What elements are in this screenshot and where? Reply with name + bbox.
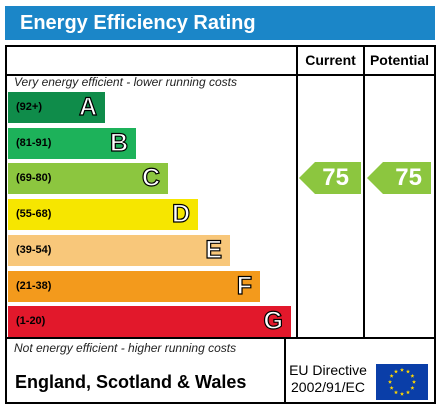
current-rating-value: 75	[322, 164, 349, 191]
potential-arrow-shape	[367, 162, 431, 194]
band-range-label: (21-38)	[16, 280, 52, 292]
eu-star-icon	[405, 369, 411, 374]
eu-star-icon	[399, 367, 405, 372]
eu-star-icon	[393, 369, 399, 374]
band-g: (1-20) G	[8, 306, 291, 337]
header-divider	[7, 74, 434, 76]
band-range-label: (1-20)	[16, 315, 46, 327]
page-title: Energy Efficiency Rating	[20, 12, 256, 34]
eu-star-icon	[405, 390, 411, 395]
band-letter: E	[205, 235, 223, 264]
bottom-note: Not energy efficient - higher running co…	[14, 341, 237, 355]
current-header: Current	[305, 52, 356, 68]
divider-footer	[284, 337, 286, 402]
divider-potential	[363, 47, 365, 337]
band-f: (21-38) F	[8, 271, 260, 302]
eu-star-icon	[389, 373, 394, 378]
eu-star-icon	[410, 373, 415, 378]
band-c: (69-80) C	[8, 163, 168, 194]
eu-flag-icon	[376, 364, 428, 400]
current-rating-arrow	[299, 162, 361, 194]
eu-star-icon	[389, 385, 394, 390]
top-note: Very energy efficient - lower running co…	[14, 75, 237, 89]
band-a: (92+) A	[8, 92, 105, 123]
eu-star-icon	[393, 390, 399, 395]
band-range-label: (55-68)	[16, 208, 52, 220]
band-letter: F	[236, 271, 253, 300]
band-range-label: (69-80)	[16, 172, 52, 184]
eu-star-icon	[387, 379, 393, 384]
band-e: (39-54) E	[8, 235, 230, 266]
potential-rating-value: 75	[395, 164, 422, 191]
band-d: (55-68) D	[8, 199, 198, 230]
eu-star-icon	[399, 391, 405, 396]
band-letter: B	[109, 128, 128, 157]
eu-star-icon	[410, 385, 415, 390]
eu-directive-line2: 2002/91/EC	[291, 379, 365, 395]
country-label: England, Scotland & Wales	[15, 372, 247, 392]
band-letter: A	[78, 92, 97, 121]
band-b: (81-91) B	[8, 128, 136, 159]
title-bar: Energy Efficiency Rating	[5, 6, 435, 40]
rating-table: Current Potential Very energy efficient …	[5, 45, 436, 404]
band-letter: C	[141, 163, 160, 192]
band-range-label: (39-54)	[16, 244, 52, 256]
footer-divider	[7, 337, 434, 339]
band-range-label: (81-91)	[16, 137, 52, 149]
potential-header: Potential	[369, 52, 430, 68]
band-letter: D	[171, 199, 190, 228]
eu-directive-line1: EU Directive	[289, 362, 367, 378]
current-arrow-shape	[299, 162, 361, 194]
divider-current	[296, 47, 298, 337]
eu-star-icon	[411, 379, 417, 384]
potential-rating-arrow	[367, 162, 431, 194]
band-range-label: (92+)	[16, 101, 42, 113]
band-letter: G	[263, 306, 284, 335]
eu-directive: EU Directive 2002/91/EC	[285, 362, 371, 396]
